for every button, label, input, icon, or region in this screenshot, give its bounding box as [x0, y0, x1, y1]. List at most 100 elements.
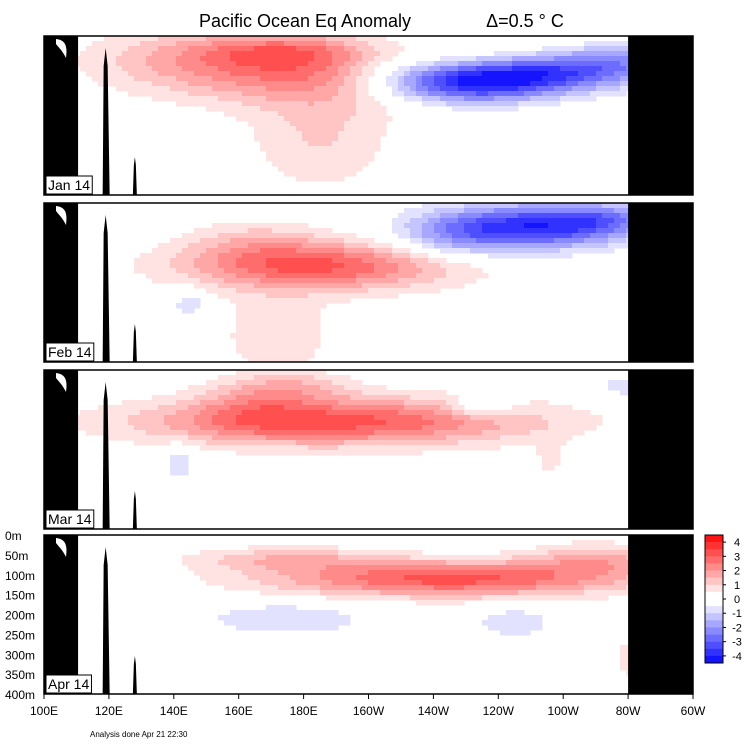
heat-cell	[530, 76, 537, 82]
heat-cell	[266, 253, 273, 259]
heat-cell	[260, 273, 267, 279]
heat-cell	[176, 51, 183, 57]
heat-cell	[344, 151, 351, 157]
heat-cell	[290, 610, 297, 616]
heat-cell	[362, 81, 369, 87]
heat-cell	[434, 81, 441, 87]
heat-cell	[224, 238, 231, 244]
heat-cell	[272, 243, 279, 249]
heat-cell	[566, 420, 573, 426]
heat-cell	[296, 610, 303, 616]
heat-cell	[350, 435, 357, 441]
heat-cell	[488, 620, 495, 626]
heat-cell	[560, 228, 567, 234]
heat-cell	[110, 430, 117, 436]
heat-cell	[578, 580, 585, 586]
heat-cell	[248, 51, 255, 57]
heat-cell	[206, 86, 213, 92]
heat-cell	[362, 136, 369, 142]
heat-cell	[128, 425, 135, 431]
heat-cell	[446, 278, 453, 284]
heat-cell	[224, 41, 231, 47]
heat-cell	[542, 570, 549, 576]
heat-cell	[230, 243, 237, 249]
heat-cell	[524, 253, 531, 259]
heat-cell	[224, 106, 231, 112]
heat-cell	[536, 545, 543, 551]
heat-cell	[464, 570, 471, 576]
heat-cell	[194, 283, 201, 289]
heat-cell	[416, 600, 423, 606]
heat-cell	[248, 116, 255, 122]
heat-cell	[350, 166, 357, 172]
heat-cell	[272, 565, 279, 571]
heat-cell	[128, 61, 135, 67]
heat-cell	[212, 380, 219, 386]
heat-cell	[110, 51, 117, 57]
heat-cell	[542, 248, 549, 254]
heat-cell	[260, 400, 267, 406]
heat-cell	[182, 395, 189, 401]
heat-cell	[152, 268, 159, 274]
heat-cell	[410, 208, 417, 214]
heat-cell	[194, 415, 201, 421]
heat-cell	[326, 91, 333, 97]
heat-cell	[212, 580, 219, 586]
heat-cell	[470, 555, 477, 561]
heat-cell	[512, 96, 519, 102]
heat-cell	[224, 243, 231, 249]
heat-cell	[170, 430, 177, 436]
heat-cell	[134, 268, 141, 274]
colorbar-tick-label: 1	[734, 580, 740, 592]
heat-cell	[332, 106, 339, 112]
heat-cell	[368, 141, 375, 147]
heat-cell	[278, 61, 285, 67]
heat-cell	[380, 415, 387, 421]
heat-cell	[350, 41, 357, 47]
heat-cell	[254, 430, 261, 436]
heat-cell	[446, 66, 453, 72]
heat-cell	[218, 81, 225, 87]
heat-cell	[458, 106, 465, 112]
heat-cell	[422, 435, 429, 441]
heat-cell	[308, 318, 315, 324]
heat-cell	[278, 56, 285, 62]
heat-cell	[416, 565, 423, 571]
heat-cell	[590, 560, 597, 566]
heat-cell	[266, 146, 273, 152]
heat-cell	[326, 405, 333, 411]
heat-cell	[350, 278, 357, 284]
heat-cell	[314, 333, 321, 339]
heat-cell	[152, 41, 159, 47]
heat-cell	[380, 253, 387, 259]
heat-cell	[308, 343, 315, 349]
heat-cell	[374, 565, 381, 571]
heat-cell	[146, 273, 153, 279]
heat-cell	[308, 61, 315, 67]
heat-cell	[428, 86, 435, 92]
heat-cell	[230, 415, 237, 421]
heat-cell	[272, 445, 279, 451]
heat-cell	[194, 410, 201, 416]
heat-cell	[320, 156, 327, 162]
heat-cell	[224, 223, 231, 229]
heat-cell	[524, 203, 531, 209]
heat-cell	[428, 435, 435, 441]
heat-cell	[356, 111, 363, 117]
heat-cell	[572, 228, 579, 234]
heat-cell	[434, 390, 441, 396]
heat-cell	[284, 405, 291, 411]
heat-cell	[308, 570, 315, 576]
heat-cell	[308, 116, 315, 122]
heat-cell	[260, 570, 267, 576]
heat-cell	[278, 440, 285, 446]
heat-cell	[554, 415, 561, 421]
heat-cell	[422, 425, 429, 431]
heat-cell	[200, 435, 207, 441]
heat-cell	[266, 61, 273, 67]
heat-cell	[236, 298, 243, 304]
heat-cell	[86, 66, 93, 72]
heat-cell	[608, 46, 615, 52]
heat-cell	[506, 425, 513, 431]
heat-cell	[272, 410, 279, 416]
